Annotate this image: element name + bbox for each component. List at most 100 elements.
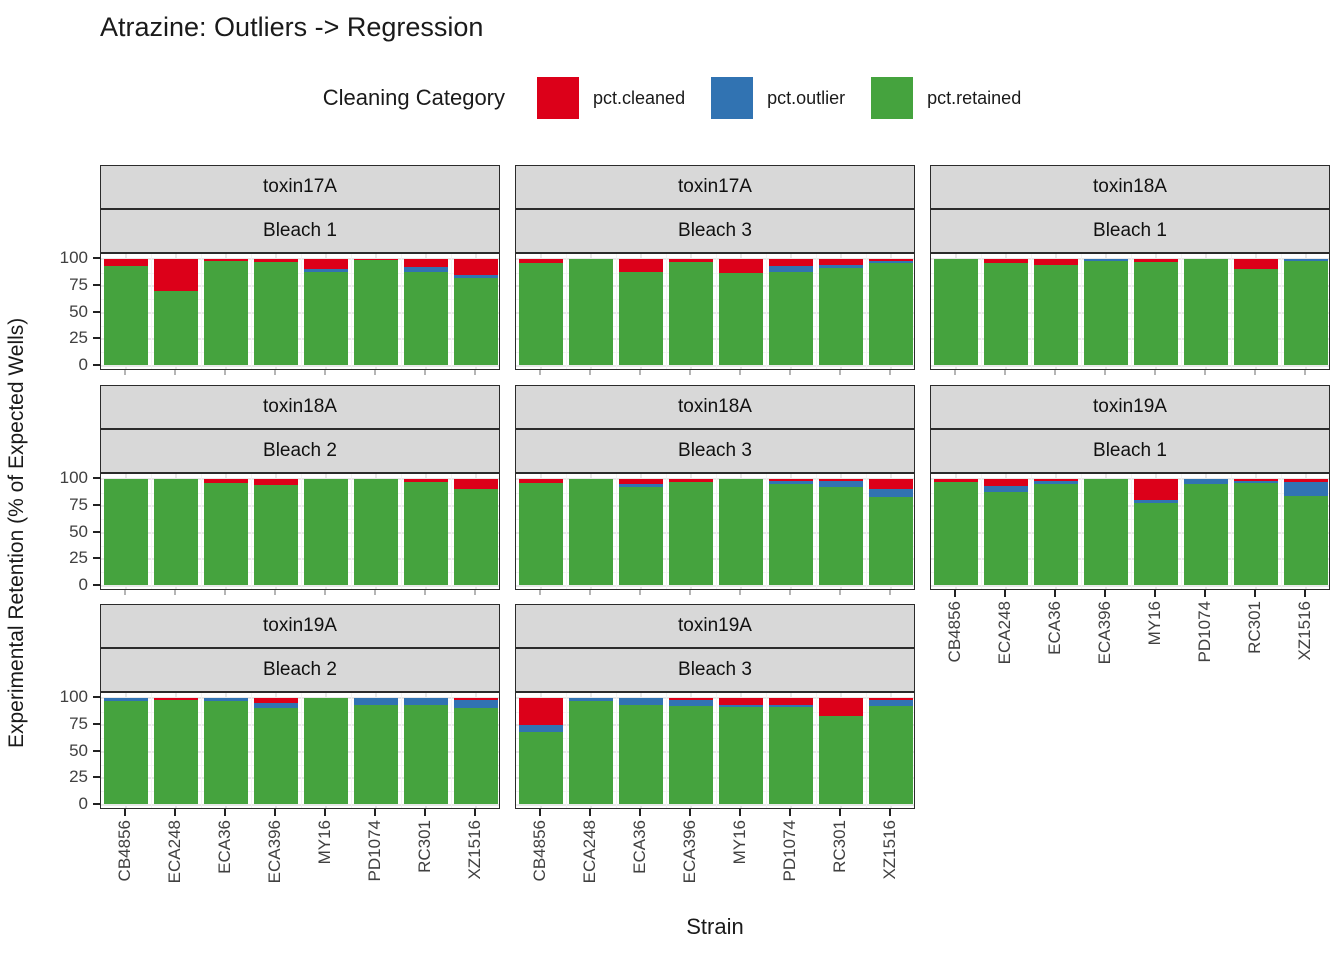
facet-panel bbox=[100, 692, 500, 809]
gridline-minor bbox=[516, 352, 914, 354]
segment-retained bbox=[354, 259, 398, 366]
x-tick-label: ECA36 bbox=[213, 820, 237, 920]
x-tick-label: RC301 bbox=[413, 820, 437, 920]
x-tick-label: XZ1516 bbox=[463, 820, 487, 920]
x-tick-minor bbox=[1204, 370, 1206, 375]
y-tick bbox=[93, 310, 100, 313]
segment-retained bbox=[619, 271, 663, 366]
x-tick-label-text: XZ1516 bbox=[465, 820, 484, 880]
y-tick-label: 100 bbox=[59, 468, 88, 488]
bar-RC301 bbox=[404, 258, 448, 366]
x-tick-minor bbox=[839, 590, 841, 595]
y-tick-label: 100 bbox=[59, 687, 88, 707]
bar-ECA36 bbox=[204, 697, 248, 805]
legend: Cleaning Category pct.cleaned pct.outlie… bbox=[57, 74, 1287, 122]
x-tick bbox=[839, 809, 841, 816]
bar-MY16 bbox=[304, 478, 348, 586]
legend-title: Cleaning Category bbox=[322, 85, 506, 110]
gridline-x-minor bbox=[451, 254, 452, 369]
gridline-x-minor bbox=[1081, 254, 1082, 369]
gridline-major bbox=[516, 531, 914, 534]
segment-retained bbox=[1134, 262, 1178, 366]
bar-ECA396 bbox=[254, 258, 298, 366]
bar-ECA248 bbox=[984, 478, 1028, 586]
y-tick-label: 75 bbox=[69, 494, 88, 514]
x-axis-title: Strain bbox=[686, 914, 744, 939]
bar-RC301 bbox=[404, 478, 448, 586]
x-tick-label-text: PD1074 bbox=[780, 820, 799, 882]
bar-ECA396 bbox=[669, 478, 713, 586]
segment-cleaned bbox=[354, 258, 398, 260]
x-tick-label: XZ1516 bbox=[878, 820, 902, 920]
x-tick-minor bbox=[124, 370, 126, 375]
gridline-x-minor bbox=[566, 254, 567, 369]
segment-retained bbox=[1084, 478, 1128, 586]
x-tick-label-text: CB4856 bbox=[945, 601, 964, 663]
segment-outlier bbox=[769, 480, 813, 485]
gridline-minor bbox=[516, 764, 914, 766]
gridline-minor bbox=[931, 325, 1329, 327]
x-tick-minor bbox=[324, 370, 326, 375]
x-tick bbox=[639, 809, 641, 816]
facet-strip-bleach: Bleach 2 bbox=[100, 648, 500, 692]
segment-outlier bbox=[354, 697, 398, 706]
bar-PD1074 bbox=[1184, 258, 1228, 366]
x-tick-label-text: RC301 bbox=[830, 820, 849, 873]
y-tick-label: 50 bbox=[69, 301, 88, 321]
x-tick-label-text: ECA248 bbox=[995, 601, 1014, 665]
bar-ECA396 bbox=[1084, 258, 1128, 366]
segment-retained bbox=[769, 271, 813, 366]
x-tick-minor bbox=[374, 590, 376, 595]
segment-cleaned bbox=[769, 258, 813, 267]
segment-retained bbox=[669, 262, 713, 366]
bar-CB4856 bbox=[519, 697, 563, 805]
bar-RC301 bbox=[819, 478, 863, 586]
facet-strip-toxin: toxin18A bbox=[930, 165, 1330, 209]
bar-XZ1516 bbox=[454, 258, 498, 366]
x-tick-minor bbox=[324, 590, 326, 595]
segment-cleaned bbox=[454, 697, 498, 700]
legend-label-cleaned: pct.cleaned bbox=[593, 87, 686, 108]
bar-ECA396 bbox=[669, 258, 713, 366]
segment-outlier bbox=[304, 269, 348, 272]
facet-strip-bleach: Bleach 3 bbox=[515, 648, 915, 692]
segment-retained bbox=[819, 715, 863, 805]
x-tick-label: CB4856 bbox=[943, 601, 967, 701]
gridline-x-minor bbox=[866, 254, 867, 369]
y-tick-label: 25 bbox=[69, 548, 88, 568]
gridline-x-minor bbox=[816, 693, 817, 808]
x-tick bbox=[954, 590, 956, 597]
facet-strip-bleach: Bleach 3 bbox=[515, 429, 915, 473]
x-tick-minor bbox=[424, 370, 426, 375]
gridline-minor bbox=[516, 325, 914, 327]
x-tick-label: MY16 bbox=[728, 820, 752, 920]
gridline-major bbox=[101, 723, 499, 726]
gridline-minor bbox=[931, 299, 1329, 301]
x-tick-minor bbox=[1254, 370, 1256, 375]
bar-CB4856 bbox=[934, 258, 978, 366]
gridline-major bbox=[931, 584, 1329, 587]
x-tick-minor bbox=[174, 370, 176, 375]
gridline-minor bbox=[931, 572, 1329, 574]
gridline-x-minor bbox=[1181, 474, 1182, 589]
gridline-major bbox=[516, 364, 914, 367]
gridline-minor bbox=[516, 519, 914, 521]
segment-outlier bbox=[1034, 480, 1078, 485]
bar-PD1074 bbox=[354, 258, 398, 366]
segment-cleaned bbox=[254, 697, 298, 704]
x-tick bbox=[474, 809, 476, 816]
x-tick-minor bbox=[224, 370, 226, 375]
x-tick-label-text: PD1074 bbox=[365, 820, 384, 882]
bar-PD1074 bbox=[354, 697, 398, 805]
facet-strip-toxin: toxin18A bbox=[515, 385, 915, 429]
gridline-x-minor bbox=[351, 474, 352, 589]
y-tick-label: 0 bbox=[78, 574, 88, 594]
gridline-x-minor bbox=[616, 693, 617, 808]
gridline-minor bbox=[101, 572, 499, 574]
x-tick bbox=[739, 809, 741, 816]
gridline-major bbox=[931, 504, 1329, 507]
bar-ECA248 bbox=[154, 478, 198, 586]
segment-cleaned bbox=[984, 258, 1028, 264]
x-tick-label: CB4856 bbox=[113, 820, 137, 920]
